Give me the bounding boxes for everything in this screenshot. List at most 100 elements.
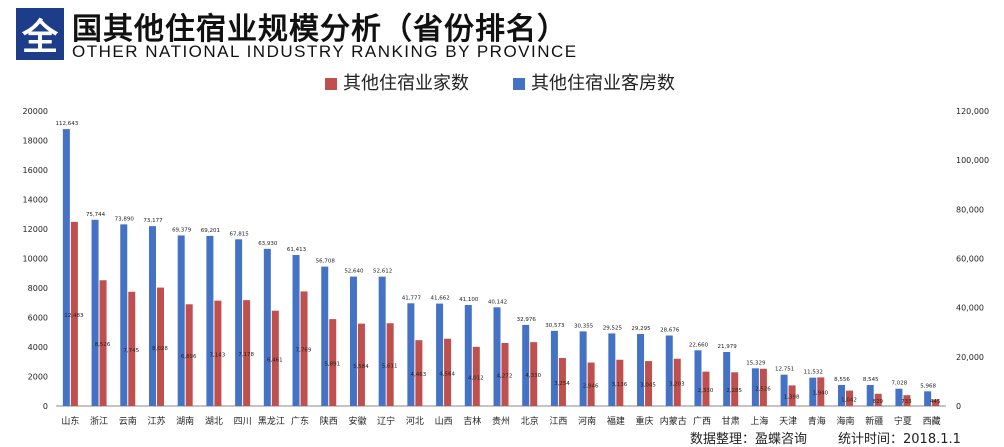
x-tick-label: 江苏: [147, 415, 165, 427]
bar-establishments: [243, 300, 251, 406]
x-tick-label: 湖南: [176, 415, 194, 427]
data-label-establishments: 4,463: [410, 372, 426, 378]
data-label-establishments: 8,028: [152, 346, 168, 352]
bar-rooms: [751, 368, 759, 406]
y-right-tick-label: 20,000: [956, 353, 984, 362]
bar-rooms: [292, 255, 300, 406]
data-label-rooms: 5,968: [920, 383, 936, 389]
x-tick-label: 天津: [779, 416, 797, 427]
bar-establishments: [932, 399, 940, 406]
data-label-rooms: 63,930: [258, 241, 278, 247]
data-label-establishments: 3,045: [640, 383, 656, 389]
legend-swatch-rooms: [513, 78, 525, 90]
x-tick-label: 甘肃: [722, 415, 740, 427]
bar-rooms: [637, 333, 645, 406]
bar-rooms: [895, 388, 903, 406]
data-label-rooms: 22,660: [689, 342, 709, 348]
x-tick-label: 新疆: [865, 415, 883, 427]
bar-rooms: [120, 224, 128, 406]
x-tick-label: 广东: [291, 415, 309, 427]
x-tick-label: 河北: [406, 415, 424, 427]
bar-rooms: [665, 335, 673, 406]
bar-establishments: [99, 280, 107, 406]
bar-rooms: [91, 219, 99, 406]
bar-establishments: [817, 377, 825, 406]
data-label-rooms: 30,355: [574, 323, 594, 329]
bar-rooms: [349, 276, 357, 406]
y-left-tick-label: 18000: [23, 137, 48, 146]
data-label-establishments: 6,896: [181, 354, 197, 360]
bar-rooms: [866, 384, 874, 406]
y-right-tick-label: 0: [956, 402, 961, 411]
page-title: 国其他住宿业规模分析（省份排名）: [72, 12, 568, 47]
data-label-establishments: 1,398: [784, 395, 800, 401]
bar-establishments: [788, 385, 796, 406]
x-tick-label: 贵州: [492, 415, 510, 427]
data-label-establishments: 3,254: [554, 381, 570, 387]
data-source-note: 数据整理：盈蝶咨询: [690, 432, 808, 447]
data-label-establishments: 7,143: [210, 352, 226, 358]
data-label-rooms: 56,708: [316, 259, 336, 265]
data-label-rooms: 112,643: [55, 121, 78, 127]
x-tick-label: 青海: [808, 415, 826, 427]
data-label-establishments: 5,584: [353, 364, 369, 370]
data-label-establishments: 445: [930, 399, 941, 405]
data-label-establishments: 733: [901, 399, 912, 405]
bar-establishments: [673, 358, 681, 406]
data-label-establishments: 2,285: [726, 388, 742, 394]
data-label-rooms: 29,525: [603, 325, 623, 331]
data-label-rooms: 67,815: [229, 231, 249, 237]
y-right-tick-label: 120,000: [956, 107, 989, 116]
data-label-rooms: 52,640: [344, 269, 364, 275]
bar-establishments: [300, 291, 308, 406]
data-label-establishments: 4,564: [439, 371, 455, 377]
bar-establishments: [645, 361, 653, 406]
bar-rooms: [436, 303, 444, 406]
data-label-rooms: 41,100: [459, 297, 479, 303]
bar-establishments: [558, 358, 566, 406]
bar-rooms: [378, 276, 386, 406]
data-label-rooms: 69,201: [201, 228, 220, 234]
bar-establishments: [472, 346, 480, 406]
x-tick-label: 重庆: [636, 415, 654, 427]
x-tick-label: 吉林: [463, 415, 481, 427]
data-label-establishments: 2,330: [698, 388, 714, 394]
data-label-rooms: 75,744: [86, 212, 106, 218]
bar-rooms: [694, 350, 702, 406]
bar-establishments: [501, 342, 509, 406]
data-label-establishments: 3,203: [669, 381, 685, 387]
bar-rooms: [723, 351, 731, 406]
brand-logo: 全: [16, 8, 64, 60]
bar-rooms: [177, 235, 185, 406]
data-label-establishments: 829: [872, 399, 883, 405]
data-label-establishments: 2,946: [583, 383, 599, 389]
bar-rooms: [321, 266, 329, 406]
bar-rooms: [235, 239, 243, 406]
y-left-tick-label: 10000: [23, 255, 48, 264]
y-left-tick-label: 8000: [28, 284, 48, 293]
data-label-establishments: 4,012: [468, 375, 484, 381]
data-label-rooms: 28,676: [660, 328, 680, 334]
x-tick-label: 黑龙江: [258, 415, 285, 427]
bar-establishments: [156, 287, 164, 406]
x-tick-label: 山西: [435, 416, 453, 427]
legend-label-rooms: 其他住宿业客房数: [531, 73, 675, 94]
y-right-tick-label: 60,000: [956, 255, 984, 264]
data-label-establishments: 1,042: [841, 397, 857, 403]
bar-rooms: [263, 248, 271, 406]
bar-establishments: [415, 340, 423, 406]
y-left-tick-label: 6000: [28, 314, 48, 323]
bar-rooms: [464, 304, 472, 406]
data-label-rooms: 41,662: [430, 296, 449, 302]
bar-establishments: [444, 338, 452, 406]
bar-establishments: [128, 291, 136, 406]
bar-rooms: [608, 333, 616, 406]
page-subtitle: OTHER NATIONAL INDUSTRY RANKING BY PROVI…: [72, 42, 578, 61]
stat-date-note: 统计时间：2018.1.1: [838, 432, 961, 447]
bar-establishments: [846, 390, 854, 406]
bar-rooms: [522, 324, 530, 406]
data-label-rooms: 32,976: [517, 317, 537, 323]
bar-rooms: [924, 391, 932, 406]
x-tick-label: 广西: [693, 415, 711, 427]
